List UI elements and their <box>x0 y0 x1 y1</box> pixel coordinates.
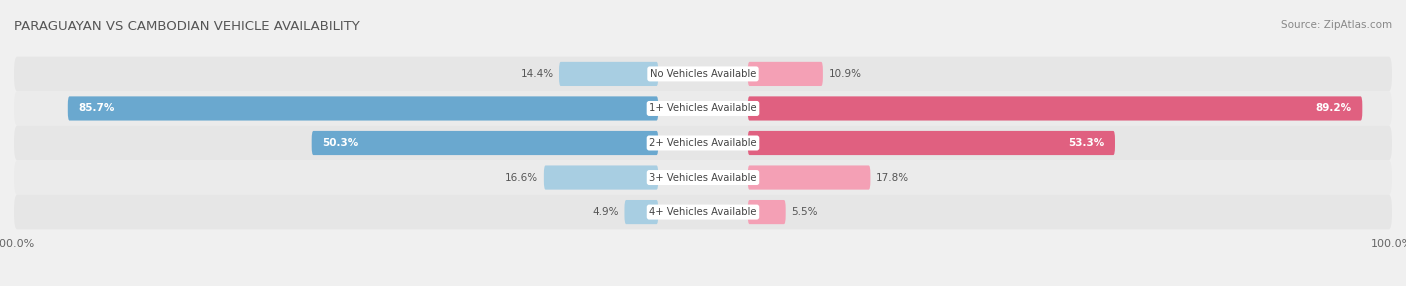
Text: 85.7%: 85.7% <box>79 104 114 114</box>
Text: No Vehicles Available: No Vehicles Available <box>650 69 756 79</box>
Legend: Paraguayan, Cambodian: Paraguayan, Cambodian <box>602 283 804 286</box>
FancyBboxPatch shape <box>67 96 658 121</box>
Text: 89.2%: 89.2% <box>1316 104 1353 114</box>
FancyBboxPatch shape <box>748 62 823 86</box>
FancyBboxPatch shape <box>14 160 1392 195</box>
Text: 3+ Vehicles Available: 3+ Vehicles Available <box>650 172 756 182</box>
Text: 10.9%: 10.9% <box>828 69 862 79</box>
Text: 5.5%: 5.5% <box>792 207 818 217</box>
Text: Source: ZipAtlas.com: Source: ZipAtlas.com <box>1281 20 1392 30</box>
FancyBboxPatch shape <box>14 57 1392 91</box>
Text: 50.3%: 50.3% <box>322 138 359 148</box>
Text: 1+ Vehicles Available: 1+ Vehicles Available <box>650 104 756 114</box>
Text: 53.3%: 53.3% <box>1069 138 1105 148</box>
Text: 16.6%: 16.6% <box>505 172 538 182</box>
Text: 17.8%: 17.8% <box>876 172 910 182</box>
FancyBboxPatch shape <box>748 165 870 190</box>
Text: 14.4%: 14.4% <box>520 69 554 79</box>
FancyBboxPatch shape <box>560 62 658 86</box>
FancyBboxPatch shape <box>748 96 1362 121</box>
FancyBboxPatch shape <box>748 131 1115 155</box>
Text: 2+ Vehicles Available: 2+ Vehicles Available <box>650 138 756 148</box>
Text: 4+ Vehicles Available: 4+ Vehicles Available <box>650 207 756 217</box>
FancyBboxPatch shape <box>624 200 658 224</box>
FancyBboxPatch shape <box>14 195 1392 229</box>
FancyBboxPatch shape <box>748 200 786 224</box>
FancyBboxPatch shape <box>14 126 1392 160</box>
Text: 4.9%: 4.9% <box>592 207 619 217</box>
FancyBboxPatch shape <box>312 131 658 155</box>
FancyBboxPatch shape <box>544 165 658 190</box>
Text: PARAGUAYAN VS CAMBODIAN VEHICLE AVAILABILITY: PARAGUAYAN VS CAMBODIAN VEHICLE AVAILABI… <box>14 20 360 33</box>
FancyBboxPatch shape <box>14 91 1392 126</box>
